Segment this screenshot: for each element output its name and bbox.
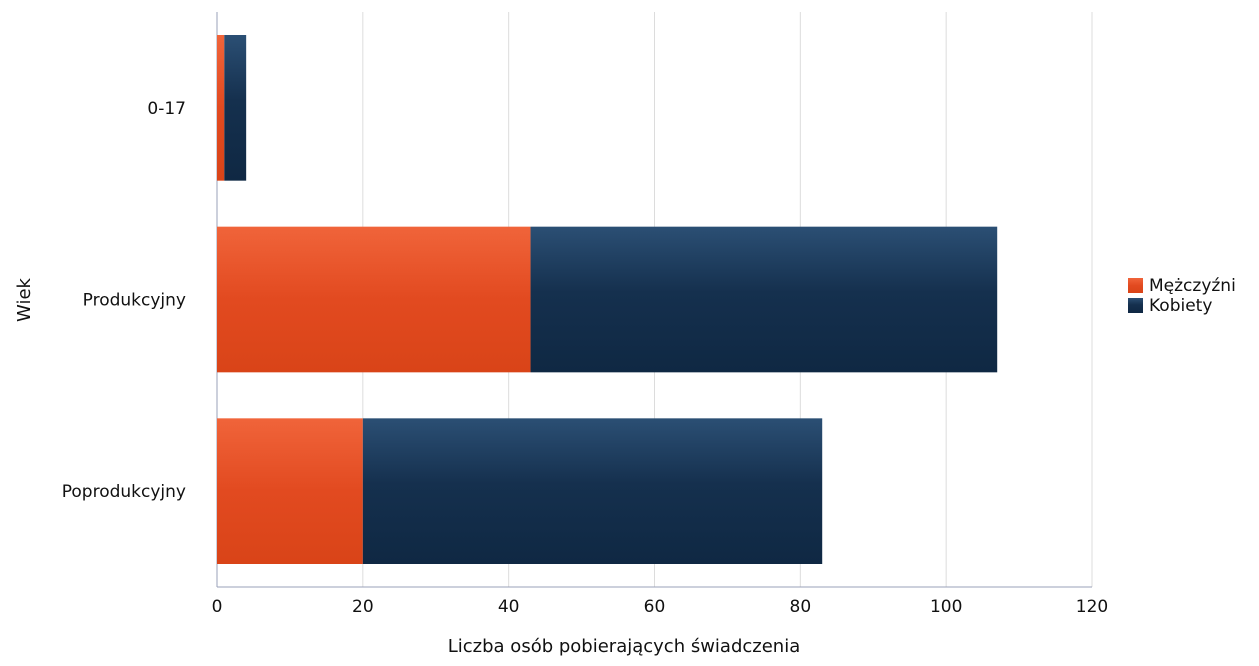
- axes: 0 20 40 60 80 100 120 0-17 Produkcyjny Poprodukcy…: [62, 12, 1108, 617]
- legend-label-1: Kobiety: [1149, 296, 1212, 316]
- legend-swatch-0: [1128, 278, 1143, 293]
- y-tick-label-2: Poprodukcyjny: [62, 482, 186, 502]
- bar-0-series-0: [217, 35, 225, 181]
- bar-1-series-1: [530, 226, 998, 373]
- x-tick-label-0: 0: [212, 597, 223, 617]
- bar-1-series-0: [217, 226, 531, 373]
- bar-2-series-1: [362, 418, 823, 564]
- x-tick-label-5: 100: [930, 597, 962, 617]
- x-tick-label-2: 40: [498, 597, 520, 617]
- y-tick-label-1: Produkcyjny: [83, 291, 186, 311]
- bars: [217, 35, 998, 564]
- x-tick-label-6: 120: [1076, 597, 1108, 617]
- y-axis-title: Wiek: [14, 277, 35, 321]
- x-tick-label-3: 60: [644, 597, 666, 617]
- legend-swatch-1: [1128, 298, 1143, 313]
- axis-labels: Liczba osób pobierających świadczenia Wi…: [14, 277, 800, 657]
- legend-label-0: Mężczyźni: [1149, 276, 1236, 296]
- y-tick-label-0: 0-17: [147, 99, 186, 119]
- x-tick-label-4: 80: [790, 597, 812, 617]
- bar-2-series-0: [217, 418, 363, 564]
- x-tick-label-1: 20: [352, 597, 374, 617]
- bar-0-series-1: [224, 35, 247, 181]
- x-axis-title: Liczba osób pobierających świadczenia: [448, 636, 801, 657]
